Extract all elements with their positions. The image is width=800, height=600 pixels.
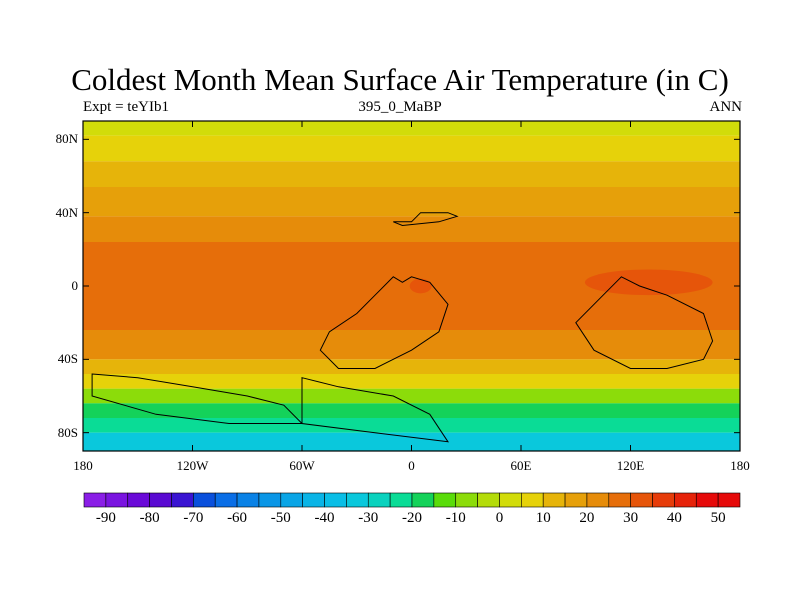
colorbar-box [346, 492, 369, 508]
colorbar-label: -30 [358, 510, 379, 526]
axis-ticks [82, 121, 741, 451]
lat-tick-label: 40S [57, 351, 78, 367]
colorbar-label: -50 [270, 510, 291, 526]
continent-outline [393, 212, 459, 227]
season-label: ANN [709, 99, 743, 115]
colorbar-box [630, 492, 653, 508]
lon-tick-label: 0 [408, 458, 415, 473]
colorbar-box [411, 492, 435, 508]
colorbar-label: 20 [579, 510, 595, 526]
continent-outlines [91, 212, 714, 443]
colorbar-box [127, 492, 150, 508]
colorbar-box [521, 492, 544, 508]
colorbar-label: -80 [139, 510, 160, 526]
lon-tick-label: 180 [73, 458, 93, 473]
colorbar-label: -90 [95, 510, 116, 526]
colorbar-label: 50 [710, 510, 726, 526]
colorbar-box [652, 492, 675, 508]
period-label: 395_0_MaBP [358, 99, 442, 115]
experiment-label: Expt = teYIb1 [83, 99, 169, 115]
colorbar-box [499, 492, 522, 508]
colorbar-box [389, 492, 413, 508]
temperature-field [83, 121, 740, 451]
colorbar-label: 0 [495, 510, 504, 526]
warm-patch [409, 278, 432, 294]
colorbar-box [695, 492, 719, 508]
lat-tick-label: 40N [55, 204, 78, 220]
colorbar-label: 30 [623, 510, 639, 526]
temperature-band [83, 187, 740, 217]
lat-tick-label: 80N [55, 131, 78, 147]
lon-tick-label: 120W [176, 458, 209, 473]
continent-outline [301, 377, 450, 443]
colorbar-label: 40 [666, 510, 682, 526]
colorbar-label: -70 [183, 510, 204, 526]
colorbar-box [542, 492, 566, 508]
colorbar-box [171, 492, 194, 508]
colorbar-label: -10 [445, 510, 466, 526]
lon-tick-label: 60E [510, 458, 532, 473]
colorbar-box [477, 492, 500, 508]
temperature-band [83, 359, 740, 374]
temperature-band [83, 388, 740, 404]
colorbar-box [324, 492, 347, 508]
colorbar-label: -20 [402, 510, 422, 526]
colorbar [83, 492, 741, 508]
temperature-band [83, 330, 740, 360]
temperature-band [83, 161, 740, 187]
colorbar-box [564, 492, 588, 508]
lat-tick-label: 0 [71, 278, 79, 293]
colorbar-box [455, 492, 478, 508]
colorbar-box [586, 492, 610, 508]
colorbar-box [433, 492, 457, 508]
colorbar-box [193, 492, 216, 508]
temperature-band [83, 432, 740, 451]
continent-outline [91, 373, 304, 424]
continent-outline [575, 276, 714, 369]
lon-tick-label: 180 [730, 458, 750, 473]
colorbar-box [608, 492, 631, 508]
colorbar-box [214, 492, 238, 508]
temperature-band [83, 403, 740, 418]
colorbar-box [674, 492, 697, 508]
continent-outline [319, 276, 449, 369]
colorbar-box [83, 492, 107, 508]
colorbar-box [302, 492, 325, 508]
colorbar-box [105, 492, 129, 508]
colorbar-box [367, 492, 391, 508]
temperature-band [83, 135, 740, 162]
lat-tick-label: 80S [57, 424, 78, 440]
temperature-band [83, 374, 740, 389]
colorbar-label: -40 [314, 510, 335, 526]
lon-tick-label: 60W [289, 458, 315, 473]
plot-title: Coldest Month Mean Surface Air Temperatu… [71, 62, 729, 97]
colorbar-box [280, 492, 303, 508]
temperature-band [83, 121, 740, 136]
colorbar-box [236, 492, 260, 508]
colorbar-label: -60 [227, 510, 248, 526]
colorbar-box [717, 492, 741, 508]
lon-tick-label: 120E [616, 458, 645, 473]
warm-patch [584, 269, 713, 296]
temperature-band [83, 216, 740, 242]
temperature-band [83, 418, 740, 433]
colorbar-box [258, 492, 282, 508]
colorbar-box [149, 492, 172, 508]
colorbar-label: 10 [535, 510, 551, 526]
